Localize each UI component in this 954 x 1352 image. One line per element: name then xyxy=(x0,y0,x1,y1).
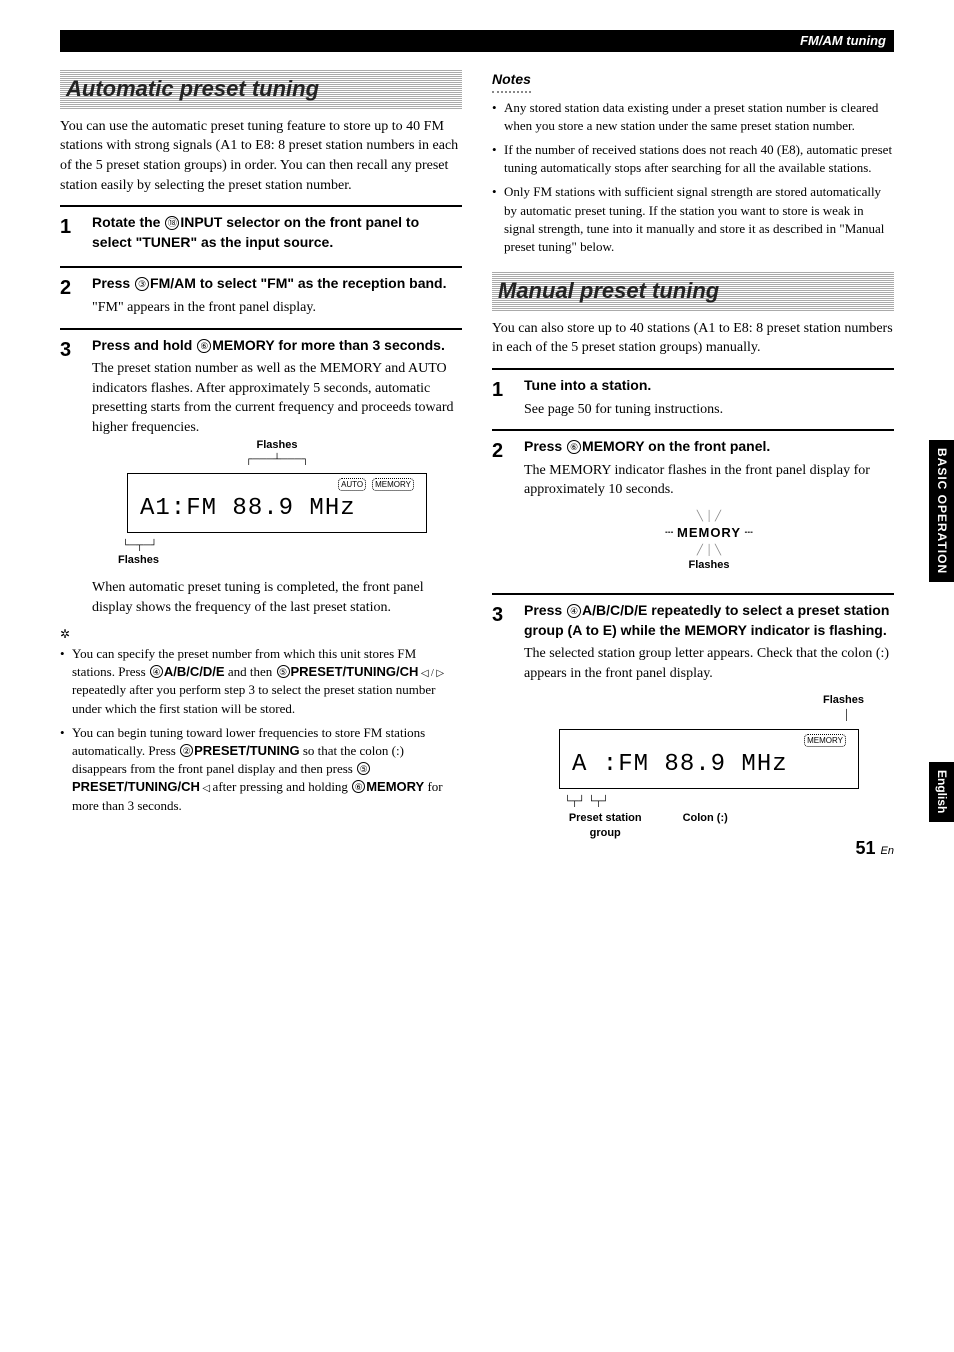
automatic-preset-heading-text: Automatic preset tuning xyxy=(66,76,319,101)
ref-6-icon: ⑥ xyxy=(567,440,581,454)
flashes-bottom-callout: Flashes xyxy=(118,553,462,568)
ref-6-icon: ⑥ xyxy=(197,339,211,353)
front-panel-display-2: MEMORY A :FM 88.9 MHz xyxy=(559,729,859,789)
preset-group-label: Preset station group xyxy=(560,811,650,842)
memory-flashes-diagram: ╲ │ ╱ ┄ MEMORY ┄ ╱ │ ╲ Flashes xyxy=(524,510,894,573)
auto-step3-title: Press and hold ⑥MEMORY for more than 3 s… xyxy=(92,336,462,356)
flashes-top-callout: Flashes xyxy=(92,438,462,453)
display-bottom-labels: Preset station group Colon (:) xyxy=(544,811,744,842)
auto-step-2: 2 Press ③FM/AM to select "FM" as the rec… xyxy=(60,266,462,317)
memory-sparkle-label: MEMORY xyxy=(677,525,741,540)
colon-label: Colon (:) xyxy=(683,811,728,842)
note-item: Any stored station data existing under a… xyxy=(492,99,894,135)
display-text: A1:FM 88.9 MHz xyxy=(140,492,356,526)
right-column: Notes Any stored station data existing u… xyxy=(492,70,894,842)
auto-after-text: When automatic preset tuning is complete… xyxy=(92,578,462,617)
page-number: 51 En xyxy=(855,836,894,861)
ref-2-icon: ② xyxy=(180,744,193,757)
tip-item: You can begin tuning toward lower freque… xyxy=(60,724,462,815)
manual-step2-body: The MEMORY indicator flashes in the fron… xyxy=(524,461,894,500)
auto-step2-title: Press ③FM/AM to select "FM" as the recep… xyxy=(92,274,462,294)
auto-step2-body: "FM" appears in the front panel display. xyxy=(92,298,462,318)
manual-preset-heading-text: Manual preset tuning xyxy=(498,278,719,303)
ref-5-icon: ⑤ xyxy=(277,665,290,678)
ref-5-icon: ⑤ xyxy=(357,762,370,775)
auto-intro: You can use the automatic preset tuning … xyxy=(60,117,462,195)
ref-3-icon: ③ xyxy=(135,277,149,291)
front-panel-display: AUTO MEMORY A1:FM 88.9 MHz xyxy=(127,473,427,533)
left-column: Automatic preset tuning You can use the … xyxy=(60,70,462,842)
step-number: 1 xyxy=(492,376,512,419)
step-number: 2 xyxy=(492,437,512,583)
manual-step1-body: See page 50 for tuning instructions. xyxy=(524,400,894,420)
notes-list: Any stored station data existing under a… xyxy=(492,99,894,257)
callout-line3: │ xyxy=(524,709,850,723)
note-item: If the number of received stations does … xyxy=(492,141,894,177)
ref-18-icon: ⑱ xyxy=(165,216,179,230)
manual-step-3: 3 Press ④A/B/C/D/E repeatedly to select … xyxy=(492,593,894,842)
triangle-left-icon: ◁ xyxy=(200,783,213,794)
side-tab-basic-operation: BASIC OPERATION xyxy=(929,440,954,582)
memory-indicator-2: MEMORY xyxy=(804,734,846,747)
triangle-icons: ◁ / ▷ xyxy=(418,668,444,679)
display-text-2: A :FM 88.9 MHz xyxy=(572,748,788,782)
manual-step3-title: Press ④A/B/C/D/E repeatedly to select a … xyxy=(524,601,894,640)
manual-preset-heading: Manual preset tuning xyxy=(492,272,894,311)
auto-tips-list: You can specify the preset number from w… xyxy=(60,645,462,815)
auto-step-3: 3 Press and hold ⑥MEMORY for more than 3… xyxy=(60,328,462,618)
manual-step-2: 2 Press ⑥MEMORY on the front panel. The … xyxy=(492,429,894,583)
manual-step3-body: The selected station group letter appear… xyxy=(524,644,894,683)
side-tab-language: English xyxy=(929,762,954,821)
manual-step2-title: Press ⑥MEMORY on the front panel. xyxy=(524,437,894,457)
callout-bracket: └┬┘ └┬┘ xyxy=(564,795,894,809)
memory-indicator: MEMORY xyxy=(372,478,414,491)
manual-intro: You can also store up to 40 stations (A1… xyxy=(492,319,894,358)
auto-step-1: 1 Rotate the ⑱INPUT selector on the fron… xyxy=(60,205,462,256)
hint-icon xyxy=(60,625,462,645)
step-number: 3 xyxy=(492,601,512,842)
notes-heading: Notes xyxy=(492,70,531,93)
ref-6-icon: ⑥ xyxy=(352,780,365,793)
ref-4-icon: ④ xyxy=(150,665,163,678)
step-number: 3 xyxy=(60,336,80,618)
step-number: 1 xyxy=(60,213,80,256)
flashes-callout: Flashes xyxy=(524,558,894,573)
auto-indicator: AUTO xyxy=(338,478,366,491)
ref-4-icon: ④ xyxy=(567,604,581,618)
top-header-bar: FM/AM tuning xyxy=(60,30,894,52)
callout-line: ┌───┴───┐ xyxy=(92,453,462,467)
header-section-title: FM/AM tuning xyxy=(800,32,886,50)
step-number: 2 xyxy=(60,274,80,317)
manual-step1-title: Tune into a station. xyxy=(524,376,894,396)
tip-item: You can specify the preset number from w… xyxy=(60,645,462,718)
auto-step3-body: The preset station number as well as the… xyxy=(92,359,462,437)
callout-line2: └─┬─┘ xyxy=(122,539,462,553)
note-item: Only FM stations with sufficient signal … xyxy=(492,183,894,256)
auto-step1-title: Rotate the ⑱INPUT selector on the front … xyxy=(92,213,462,252)
manual-step-1: 1 Tune into a station. See page 50 for t… xyxy=(492,368,894,419)
automatic-preset-heading: Automatic preset tuning xyxy=(60,70,462,109)
flashes-top-callout2: Flashes xyxy=(524,693,864,708)
